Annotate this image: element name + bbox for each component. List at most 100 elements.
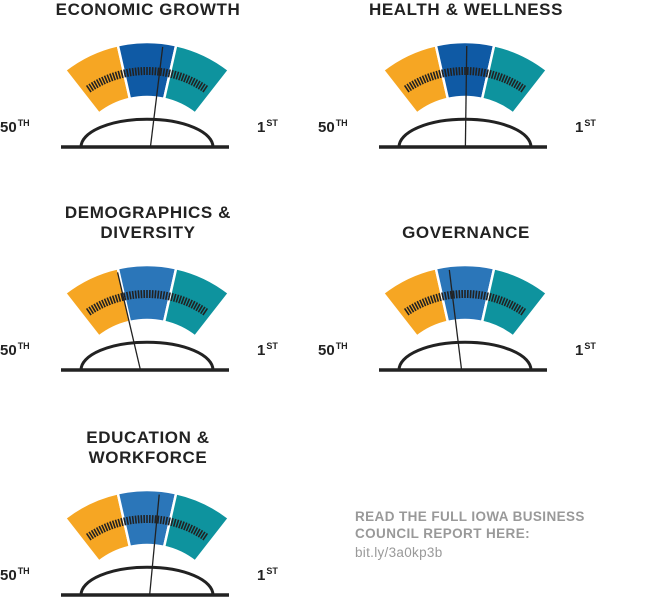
tick-mark xyxy=(172,518,177,527)
rank-high-label: 1ST xyxy=(575,118,596,136)
tick-mark xyxy=(199,306,206,315)
tick-mark xyxy=(131,67,135,77)
tick-mark xyxy=(515,304,522,313)
teal-segment xyxy=(162,266,231,339)
tick-mark xyxy=(154,67,157,76)
tick-mark xyxy=(125,291,130,300)
tick-mark xyxy=(117,70,122,79)
tick-scale xyxy=(403,290,527,316)
tick-mark xyxy=(513,303,519,312)
tick-mark xyxy=(197,529,204,538)
tick-mark xyxy=(435,293,440,302)
tick-mark xyxy=(488,292,492,302)
tick-mark xyxy=(446,68,450,77)
gauge-title: EDUCATION & WORKFORCE xyxy=(86,428,210,467)
tick-mark xyxy=(93,528,99,537)
tick-mark xyxy=(120,517,124,527)
tick-mark xyxy=(123,517,127,526)
tick-mark xyxy=(156,290,160,299)
tick-scale xyxy=(403,67,527,93)
tick-mark xyxy=(195,528,201,537)
tick-mark xyxy=(167,517,171,526)
rank-high-label: 1ST xyxy=(257,118,278,136)
tick-mark xyxy=(503,298,509,307)
tick-mark xyxy=(188,299,193,308)
tick-mark xyxy=(125,516,130,525)
tick-mark xyxy=(501,297,506,306)
tick-mark xyxy=(103,75,109,84)
tick-mark xyxy=(106,297,111,306)
tick-mark xyxy=(98,77,104,86)
tick-mark xyxy=(443,68,448,77)
tick-mark xyxy=(421,75,427,84)
tick-mark xyxy=(178,295,183,304)
tick-mark xyxy=(154,515,157,524)
tick-mark xyxy=(88,531,95,540)
tick-mark xyxy=(175,71,180,80)
tick-mark xyxy=(164,68,169,77)
tick-mark xyxy=(474,67,478,76)
tick-mark xyxy=(406,83,413,92)
tick-mark xyxy=(202,308,209,316)
tick-mark xyxy=(480,291,484,300)
rank-low-label: 50TH xyxy=(318,341,348,359)
tick-mark xyxy=(190,77,196,86)
report-link[interactable]: bit.ly/3a0kp3b xyxy=(355,545,443,560)
tick-mark xyxy=(85,85,92,93)
tick-mark xyxy=(164,291,169,300)
tick-scale xyxy=(85,290,209,316)
tick-mark xyxy=(111,520,116,529)
tick-mark xyxy=(474,290,478,299)
tick-mark xyxy=(183,74,188,83)
tick-mark xyxy=(109,73,114,82)
tick-mark xyxy=(114,519,119,528)
gauge-needle xyxy=(149,46,164,148)
tick-mark xyxy=(449,67,453,77)
rank-low-label: 50TH xyxy=(0,341,30,359)
tick-mark xyxy=(111,72,116,81)
tick-mark xyxy=(199,83,206,92)
tick-mark xyxy=(421,298,427,307)
tick-mark xyxy=(178,520,183,529)
tick-mark xyxy=(480,68,484,77)
tick-mark xyxy=(510,302,517,310)
tick-mark xyxy=(114,294,119,303)
teal-segment xyxy=(162,491,231,564)
tick-mark xyxy=(202,533,209,541)
tick-mark xyxy=(134,290,138,299)
tick-mark xyxy=(95,302,102,310)
tick-mark xyxy=(496,72,501,81)
tick-mark xyxy=(188,76,193,85)
tick-mark xyxy=(195,303,201,312)
tick-mark xyxy=(406,306,413,315)
rank-low-label: 50TH xyxy=(0,566,30,584)
tick-mark xyxy=(508,77,514,86)
tick-mark xyxy=(98,525,104,534)
tick-mark xyxy=(137,515,140,524)
tick-mark xyxy=(506,76,511,85)
tick-mark xyxy=(413,79,420,87)
tick-mark xyxy=(125,68,130,77)
tick-mark xyxy=(485,292,489,301)
tick-mark xyxy=(419,76,424,85)
tick-mark xyxy=(441,69,445,78)
tick-mark xyxy=(408,81,415,90)
tick-mark xyxy=(103,523,109,532)
teal-segment xyxy=(162,43,231,116)
tick-mark xyxy=(517,306,524,315)
tick-mark xyxy=(162,516,166,525)
tick-mark xyxy=(128,68,132,77)
tick-mark xyxy=(123,292,127,301)
tick-mark xyxy=(190,525,196,534)
tick-mark xyxy=(408,304,415,313)
tick-mark xyxy=(137,290,140,299)
tick-mark xyxy=(175,294,180,303)
tick-mark xyxy=(90,304,97,313)
tick-mark xyxy=(411,303,417,312)
rank-high-label: 1ST xyxy=(575,341,596,359)
tick-mark xyxy=(90,81,97,90)
tick-mark xyxy=(183,522,188,531)
tick-mark xyxy=(93,80,99,89)
tick-mark xyxy=(131,290,135,300)
